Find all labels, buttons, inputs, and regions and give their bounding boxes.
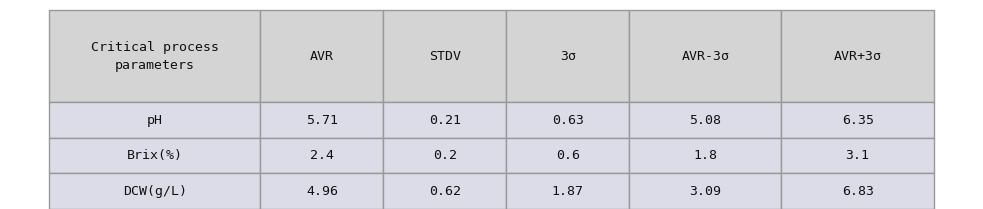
Bar	[260, 102, 383, 138]
Text: AVR-3σ: AVR-3σ	[681, 50, 729, 63]
Text: 6.83: 6.83	[841, 185, 874, 198]
Bar	[49, 138, 260, 173]
Bar	[260, 173, 383, 209]
Text: 4.96: 4.96	[306, 185, 338, 198]
Text: 3.1: 3.1	[845, 149, 870, 162]
Bar	[781, 173, 934, 209]
Text: 2.4: 2.4	[310, 149, 334, 162]
Bar	[383, 102, 506, 138]
Text: 5.71: 5.71	[306, 114, 338, 127]
Bar	[383, 173, 506, 209]
Bar	[781, 102, 934, 138]
Text: STDV: STDV	[429, 50, 461, 63]
Text: 3σ: 3σ	[559, 50, 576, 63]
Text: 5.08: 5.08	[689, 114, 722, 127]
Text: Brix(%): Brix(%)	[127, 149, 183, 162]
Bar	[260, 138, 383, 173]
Text: 0.62: 0.62	[429, 185, 461, 198]
Text: 3.09: 3.09	[689, 185, 722, 198]
Text: 0.21: 0.21	[429, 114, 461, 127]
Bar	[629, 173, 781, 209]
Bar	[506, 173, 629, 209]
Bar	[260, 10, 383, 102]
Bar	[383, 10, 506, 102]
Bar	[629, 102, 781, 138]
Text: 0.63: 0.63	[551, 114, 584, 127]
Bar	[629, 10, 781, 102]
Text: DCW(g/L): DCW(g/L)	[123, 185, 187, 198]
Text: 0.6: 0.6	[555, 149, 580, 162]
Bar	[629, 138, 781, 173]
Bar	[49, 102, 260, 138]
Bar	[506, 138, 629, 173]
Bar	[781, 10, 934, 102]
Text: 1.87: 1.87	[551, 185, 584, 198]
Bar	[506, 10, 629, 102]
Text: AVR+3σ: AVR+3σ	[834, 50, 882, 63]
Bar	[49, 10, 260, 102]
Text: 1.8: 1.8	[693, 149, 718, 162]
Bar	[506, 102, 629, 138]
Text: pH: pH	[146, 114, 163, 127]
Text: AVR: AVR	[310, 50, 334, 63]
Bar	[383, 138, 506, 173]
Text: 6.35: 6.35	[841, 114, 874, 127]
Bar	[49, 173, 260, 209]
Text: Critical process
parameters: Critical process parameters	[90, 41, 219, 72]
Bar	[781, 138, 934, 173]
Text: 0.2: 0.2	[433, 149, 457, 162]
